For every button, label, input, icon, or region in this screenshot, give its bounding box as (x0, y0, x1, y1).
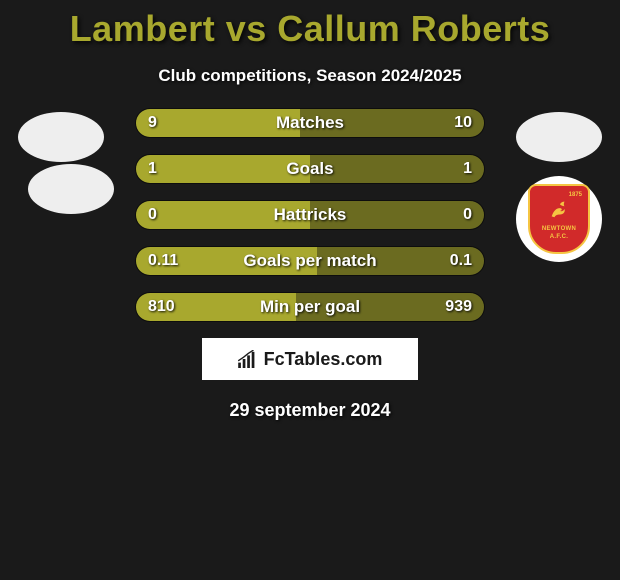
stat-value-right: 10 (454, 114, 472, 132)
stat-value-left: 0.11 (148, 252, 178, 270)
crest-shield-icon: 1875 NEWTOWN A.F.C. (528, 184, 590, 254)
stat-row: Hattricks0 0 (135, 200, 485, 230)
stat-value-right: 1 (463, 160, 472, 178)
club-right-badge: 1875 NEWTOWN A.F.C. (516, 176, 602, 262)
stat-value-left: 9 (148, 114, 157, 132)
stat-row: Goals per match0.11 0.1 (135, 246, 485, 276)
subtitle: Club competitions, Season 2024/2025 (0, 66, 620, 86)
stat-label: Hattricks (136, 205, 484, 225)
stat-value-right: 0 (463, 206, 472, 224)
brand-box: FcTables.com (202, 338, 418, 380)
player-right-avatar (516, 112, 602, 162)
crest-suffix: A.F.C. (550, 234, 568, 240)
stat-value-right: 0.1 (450, 252, 472, 270)
stat-row: Matches9 10 (135, 108, 485, 138)
stat-value-left: 1 (148, 160, 157, 178)
player-left-avatar (18, 112, 104, 162)
stat-row: Goals1 1 (135, 154, 485, 184)
club-left-badge (28, 164, 114, 214)
stat-value-left: 0 (148, 206, 157, 224)
brand-text: FcTables.com (264, 349, 383, 370)
stat-label: Min per goal (136, 297, 484, 317)
comparison-card: Lambert vs Callum Roberts Club competiti… (0, 0, 620, 421)
stat-label: Goals (136, 159, 484, 179)
stat-label: Matches (136, 113, 484, 133)
crest-name: NEWTOWN (542, 226, 576, 232)
bar-chart-icon (238, 350, 260, 368)
page-title: Lambert vs Callum Roberts (0, 0, 620, 50)
stat-row: Min per goal810 939 (135, 292, 485, 322)
date-label: 29 september 2024 (0, 400, 620, 421)
stat-label: Goals per match (136, 251, 484, 271)
stat-value-right: 939 (445, 298, 472, 316)
crest-year: 1875 (569, 192, 582, 198)
stat-value-left: 810 (148, 298, 175, 316)
dragon-icon (546, 198, 572, 224)
